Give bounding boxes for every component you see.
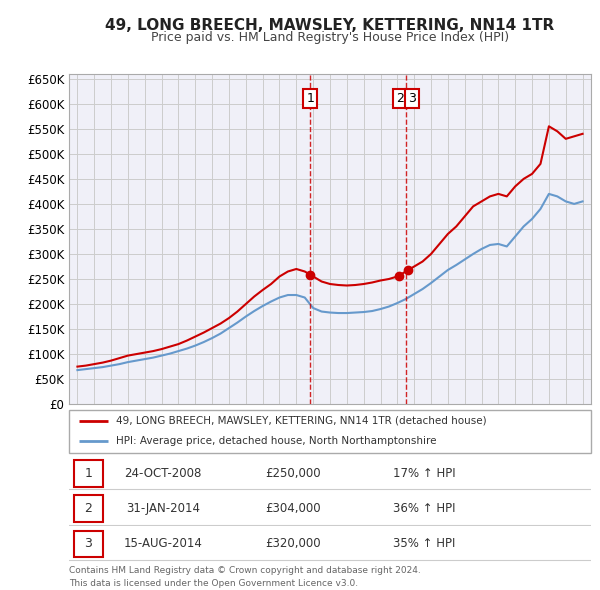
Text: 2: 2 [85, 502, 92, 515]
Text: 36% ↑ HPI: 36% ↑ HPI [393, 502, 455, 515]
Text: Contains HM Land Registry data © Crown copyright and database right 2024.: Contains HM Land Registry data © Crown c… [69, 566, 421, 575]
FancyBboxPatch shape [74, 495, 103, 522]
Text: 49, LONG BREECH, MAWSLEY, KETTERING, NN14 1TR: 49, LONG BREECH, MAWSLEY, KETTERING, NN1… [106, 18, 554, 33]
FancyBboxPatch shape [74, 460, 103, 487]
Text: Price paid vs. HM Land Registry's House Price Index (HPI): Price paid vs. HM Land Registry's House … [151, 31, 509, 44]
Text: 31-JAN-2014: 31-JAN-2014 [126, 502, 200, 515]
Text: 3: 3 [85, 537, 92, 550]
Text: £320,000: £320,000 [266, 537, 321, 550]
Text: 49, LONG BREECH, MAWSLEY, KETTERING, NN14 1TR (detached house): 49, LONG BREECH, MAWSLEY, KETTERING, NN1… [116, 416, 487, 425]
Text: 17% ↑ HPI: 17% ↑ HPI [392, 467, 455, 480]
Text: HPI: Average price, detached house, North Northamptonshire: HPI: Average price, detached house, Nort… [116, 436, 436, 446]
Text: £250,000: £250,000 [266, 467, 321, 480]
Text: This data is licensed under the Open Government Licence v3.0.: This data is licensed under the Open Gov… [69, 579, 358, 588]
Text: 35% ↑ HPI: 35% ↑ HPI [393, 537, 455, 550]
Text: 1: 1 [306, 92, 314, 105]
Text: 24-OCT-2008: 24-OCT-2008 [124, 467, 202, 480]
Text: 2: 2 [396, 92, 404, 105]
Text: 1: 1 [85, 467, 92, 480]
Text: 15-AUG-2014: 15-AUG-2014 [124, 537, 202, 550]
FancyBboxPatch shape [74, 530, 103, 558]
FancyBboxPatch shape [69, 410, 591, 453]
Text: 3: 3 [408, 92, 416, 105]
Text: £304,000: £304,000 [266, 502, 321, 515]
